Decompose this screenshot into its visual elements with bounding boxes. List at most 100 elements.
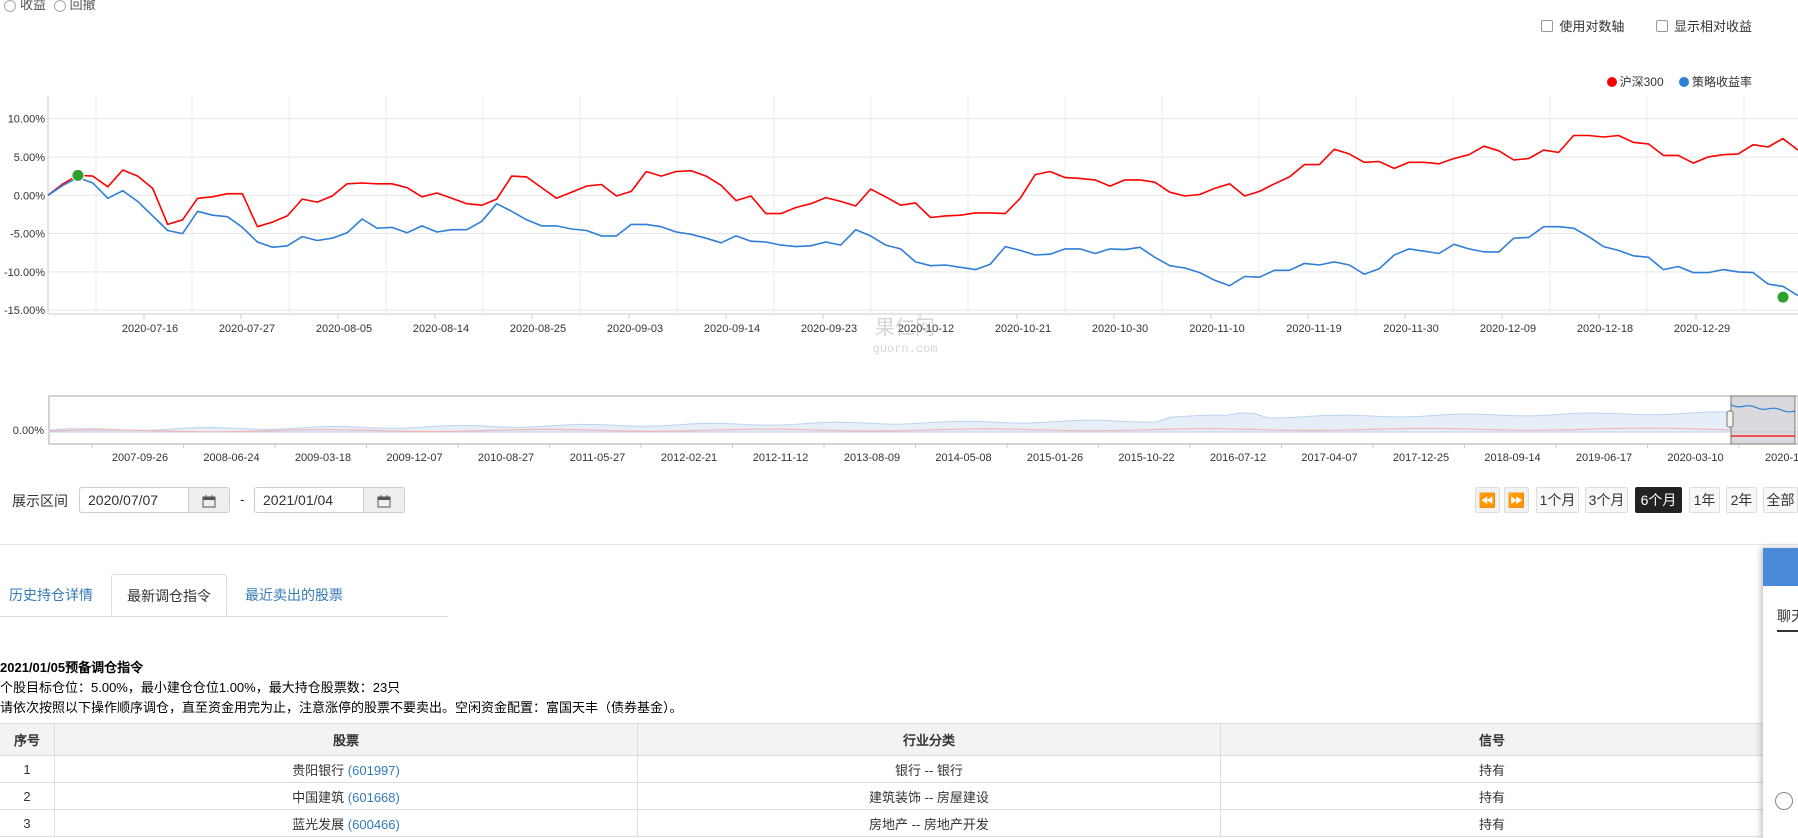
stock-name: 蓝光发展: [292, 816, 345, 832]
tab-recent-sold[interactable]: 最近卖出的股票: [245, 587, 343, 603]
navigator-x-label: 2009-03-18: [295, 452, 351, 464]
period-all-button[interactable]: 全部: [1763, 487, 1798, 513]
navigator-left-handle[interactable]: [1726, 410, 1734, 428]
end-calendar-icon[interactable]: [363, 488, 404, 512]
relative-return-label: 显示相对收益: [1673, 19, 1752, 34]
radio-drawdown-label: 回撤: [69, 0, 96, 12]
navigator-hs300-line: [48, 427, 1732, 433]
y-tick-label: -10.00%: [4, 267, 45, 279]
x-tick-label: 2020-08-14: [413, 323, 469, 335]
navigator-x-label: 2012-11-12: [753, 452, 808, 464]
relative-return-checkbox[interactable]: [1655, 20, 1668, 32]
watermark-url: guorn.com: [873, 342, 938, 356]
rebalance-table: 序号 股票 行业分类 信号 1 贵阳银行 (601997) 银行 -- 银行 持…: [0, 723, 1764, 837]
legend-item-strategy[interactable]: 策略收益率: [1678, 75, 1752, 89]
stock-code-link[interactable]: (601997): [347, 762, 400, 778]
x-tick-label: 2020-10-21: [995, 323, 1051, 335]
navigator-x-label: 2019-06-17: [1576, 452, 1632, 464]
period-1y-button[interactable]: 1年: [1689, 487, 1720, 513]
table-row: 3 蓝光发展 (600466) 房地产 -- 房地产开发 持有: [0, 809, 1764, 837]
log-axis-checkbox[interactable]: [1541, 20, 1554, 32]
x-tick-label: 2020-09-14: [704, 323, 760, 335]
chat-tab-label[interactable]: 聊天: [1777, 606, 1798, 632]
row-industry: 房地产 -- 房地产开发: [637, 809, 1221, 837]
navigator-x-label: 2018-09-14: [1484, 452, 1540, 464]
x-tick-label: 2020-12-29: [1674, 323, 1730, 335]
date-range-row: 展示区间 -: [12, 487, 412, 515]
row-no: 3: [0, 809, 55, 837]
log-axis-option[interactable]: 使用对数轴: [1541, 19, 1624, 34]
navigator-x-label: 2016-07-12: [1210, 452, 1266, 464]
navigator-y-label: 0.00%: [13, 425, 44, 437]
col-no-header: 序号: [0, 723, 55, 756]
tab-latest-rebalance[interactable]: 最新调仓指令: [111, 574, 227, 616]
period-3m-button[interactable]: 3个月: [1585, 487, 1628, 513]
x-tick-label: 2020-10-30: [1092, 323, 1148, 335]
stock-name: 中国建筑: [292, 789, 345, 805]
first-period-button[interactable]: ⏪: [1475, 487, 1500, 513]
chat-panel-header[interactable]: [1763, 548, 1798, 586]
x-tick-label: 2020-07-16: [122, 323, 178, 335]
chart-legend: 沪深300 策略收益率: [1595, 73, 1752, 90]
x-tick-label: 2020-08-05: [316, 323, 372, 335]
relative-return-option[interactable]: 显示相对收益: [1655, 19, 1752, 34]
table-header-row: 序号 股票 行业分类 信号: [0, 723, 1764, 756]
emoji-icon[interactable]: [1775, 792, 1793, 810]
navigator-x-axis: 2007-09-26 2008-06-24 2009-03-18 2009-12-07…: [91, 444, 1798, 464]
radio-drawdown[interactable]: [53, 0, 66, 12]
instructions-title-text: 2021/01/05预备调仓指令: [0, 660, 144, 675]
extreme-marker-min: [1776, 290, 1790, 304]
period-1m-button[interactable]: 1个月: [1536, 487, 1579, 513]
chart-navigator[interactable]: 0.00% 2007-09-26 2008-06-24 2009-03-18 2009…: [0, 390, 1798, 466]
table-row: 2 中国建筑 (601668) 建筑装饰 -- 房屋建设 持有: [0, 782, 1764, 810]
radio-return[interactable]: [4, 0, 16, 12]
table-row: 1 贵阳银行 (601997) 银行 -- 银行 持有: [0, 755, 1764, 783]
chart-series: [47, 134, 1798, 297]
x-tick-label: 2020-12-18: [1577, 323, 1633, 335]
extreme-marker-max: [71, 168, 85, 182]
holdings-tabs: 历史持仓详情 最新调仓指令 最近卖出的股票: [0, 574, 448, 617]
log-axis-label: 使用对数轴: [1559, 19, 1625, 34]
stock-code-link[interactable]: (600466): [347, 816, 400, 832]
legend-dot-strategy: [1678, 77, 1689, 87]
x-tick-label: 2020-09-23: [801, 323, 857, 335]
col-signal-header: 信号: [1220, 723, 1764, 756]
chat-side-panel[interactable]: 聊天: [1763, 548, 1798, 838]
row-signal: 持有: [1220, 782, 1764, 810]
instructions-line-1: 个股目标仓位：5.00%，最小建仓仓位1.00%，最大持仓股票数：23只: [0, 680, 401, 695]
stock-code-link[interactable]: (601668): [347, 789, 400, 805]
navigator-x-label: 2012-02-21: [661, 452, 717, 464]
next-period-button[interactable]: ⏩: [1504, 487, 1529, 513]
navigator-x-label: 2017-12-25: [1393, 452, 1449, 464]
start-date-input[interactable]: [80, 488, 202, 512]
period-6m-button[interactable]: 6个月: [1635, 487, 1682, 513]
range-label: 展示区间: [12, 493, 68, 509]
section-divider: [0, 544, 1798, 545]
legend-label-strategy: 策略收益率: [1691, 75, 1752, 89]
watermark: 果仁网 guorn.com: [873, 315, 938, 356]
period-buttons: ⏪ ⏩ 1个月 3个月 6个月 1年 2年 全部: [1475, 487, 1798, 515]
row-industry: 建筑装饰 -- 房屋建设: [637, 782, 1221, 810]
stock-name: 贵阳银行: [292, 762, 345, 778]
period-2y-button[interactable]: 2年: [1726, 487, 1757, 513]
navigator-selection[interactable]: [1730, 395, 1796, 445]
end-date-input[interactable]: [255, 488, 377, 512]
navigator-x-label: 2015-10-22: [1118, 452, 1174, 464]
x-tick-label: 2020-11-10: [1189, 323, 1244, 335]
legend-item-hs300[interactable]: 沪深300: [1606, 75, 1664, 89]
x-tick-label: 2020-07-27: [219, 323, 275, 335]
x-tick-label: 2020-09-03: [607, 323, 663, 335]
chart-options: 使用对数轴 显示相对收益: [1513, 16, 1752, 35]
instructions-line-2: 请依次按照以下操作顺序调仓，直至资金用完为止，注意涨停的股票不要卖出。空闲资金配…: [0, 700, 683, 715]
navigator-x-label: 2008-06-24: [203, 452, 259, 464]
start-calendar-icon[interactable]: [188, 488, 229, 512]
end-date-picker: [254, 487, 405, 513]
x-tick-label: 2020-11-19: [1286, 323, 1341, 335]
navigator-x-label: 2009-12-07: [386, 452, 442, 464]
x-axis: 2020-07-16 2020-07-27 2020-08-05 2020-08-14…: [48, 313, 1798, 335]
main-line-chart[interactable]: 10.00% 5.00% 0.00% -5.00% -10.00% -15.00% 202…: [0, 88, 1798, 480]
navigator-x-label: 2017-04-07: [1301, 452, 1357, 464]
tab-history-holdings[interactable]: 历史持仓详情: [9, 587, 93, 603]
x-tick-label: 2020-11-30: [1383, 323, 1438, 335]
col-stock-header: 股票: [54, 723, 638, 756]
